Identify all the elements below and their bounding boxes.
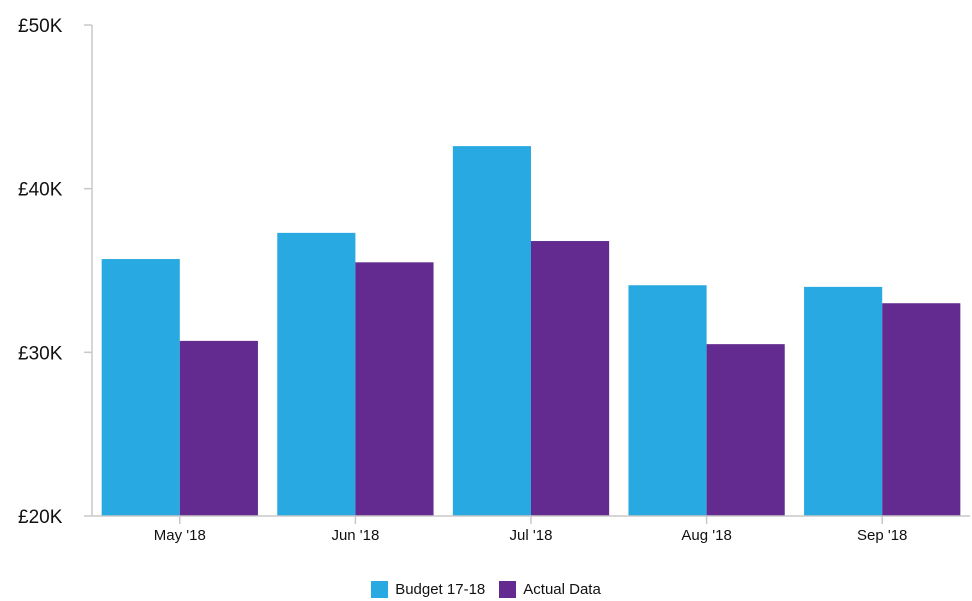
legend-swatch-budget bbox=[371, 581, 389, 598]
legend-label-budget: Budget 17-18 bbox=[395, 581, 486, 598]
bar-budget bbox=[101, 259, 180, 516]
bar-actual bbox=[706, 344, 785, 516]
x-tick-label: Jun '18 bbox=[331, 527, 379, 544]
bar-budget bbox=[804, 286, 883, 516]
y-tick-label: £40K bbox=[18, 180, 63, 201]
bar-budget bbox=[628, 285, 707, 516]
bar-actual bbox=[531, 241, 610, 517]
legend-item-budget[interactable]: Budget 17-18 bbox=[371, 581, 485, 598]
legend-item-actual[interactable]: Actual Data bbox=[499, 581, 601, 598]
x-tick-label: Sep '18 bbox=[857, 527, 907, 544]
x-tick-label: Aug '18 bbox=[681, 527, 731, 544]
legend-label-actual: Actual Data bbox=[523, 581, 601, 598]
y-tick-label: £30K bbox=[18, 343, 63, 364]
bar-actual bbox=[355, 262, 434, 516]
bar-budget bbox=[452, 146, 531, 516]
legend-swatch-actual bbox=[499, 581, 517, 598]
y-tick-label: £50K bbox=[18, 16, 63, 37]
x-tick-label: May '18 bbox=[154, 527, 206, 544]
bar-actual bbox=[179, 340, 258, 516]
x-tick-label: Jul '18 bbox=[510, 527, 553, 544]
chart-legend: Budget 17-18 Actual Data bbox=[0, 581, 972, 598]
bar-actual bbox=[882, 303, 961, 516]
y-tick-label: £20K bbox=[18, 507, 63, 528]
bar-budget bbox=[277, 232, 356, 516]
